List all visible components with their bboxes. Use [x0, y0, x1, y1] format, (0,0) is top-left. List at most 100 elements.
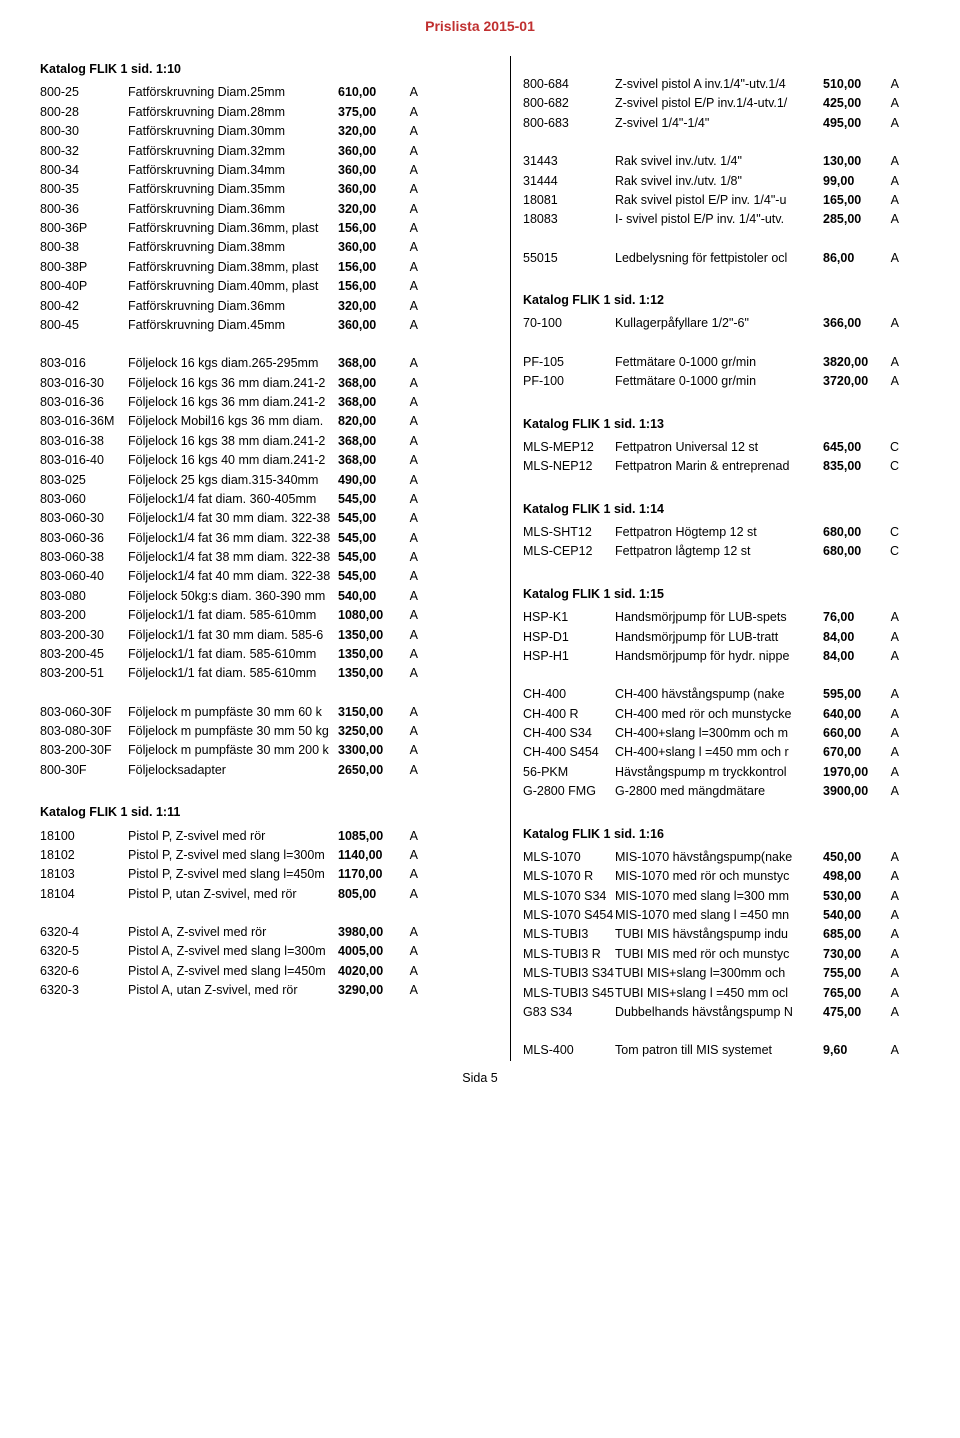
cell-desc: TUBI MIS hävstångspump indu	[615, 925, 823, 944]
cell-desc: CH-400 med rör och munstycke	[615, 705, 823, 724]
cell-unit: A	[398, 161, 418, 180]
cell-price: 510,00	[823, 75, 881, 94]
cell-price: 610,00	[338, 83, 398, 102]
table-row: 800-30Fatförskruvning Diam.30mm320,00A	[40, 122, 500, 141]
cell-unit: A	[881, 925, 899, 944]
cell-desc: Fatförskruvning Diam.28mm	[128, 103, 338, 122]
cell-desc: MIS-1070 med rör och munstyc	[615, 867, 823, 886]
table-row: MLS-1070 S454MIS-1070 med slang l =450 m…	[523, 906, 920, 925]
cell-price: 285,00	[823, 210, 881, 229]
row-gap	[523, 562, 920, 581]
cell-price: 3150,00	[338, 703, 398, 722]
cell-code: 18102	[40, 846, 128, 865]
cell-unit: A	[398, 393, 418, 412]
cell-code: 800-45	[40, 316, 128, 335]
cell-unit: A	[881, 763, 899, 782]
table-row: 803-016Följelock 16 kgs diam.265-295mm36…	[40, 354, 500, 373]
cell-desc: Följelock 50kg:s diam. 360-390 mm	[128, 587, 338, 606]
cell-code: CH-400 S454	[523, 743, 615, 762]
cell-unit: A	[881, 314, 899, 333]
cell-desc: CH-400+slang l=300mm och m	[615, 724, 823, 743]
cell-code: 18100	[40, 827, 128, 846]
cell-price: 4005,00	[338, 942, 398, 961]
cell-price: 490,00	[338, 471, 398, 490]
cell-unit: A	[881, 887, 899, 906]
cell-price: 156,00	[338, 258, 398, 277]
cell-price: 360,00	[338, 180, 398, 199]
table-row: 803-060-38Följelock1/4 fat 38 mm diam. 3…	[40, 548, 500, 567]
cell-desc: Pistol P, utan Z-svivel, med rör	[128, 885, 338, 904]
table-row: 803-060-36Följelock1/4 fat 36 mm diam. 3…	[40, 529, 500, 548]
cell-code: 800-36	[40, 200, 128, 219]
cell-unit: A	[881, 945, 899, 964]
table-row: 803-016-38Följelock 16 kgs 38 mm diam.24…	[40, 432, 500, 451]
cell-price: 368,00	[338, 393, 398, 412]
cell-unit: A	[398, 827, 418, 846]
cell-price: 3900,00	[823, 782, 881, 801]
cell-price: 450,00	[823, 848, 881, 867]
cell-price: 1970,00	[823, 763, 881, 782]
cell-code: 18103	[40, 865, 128, 884]
cell-desc: Handsmörjpump för hydr. nippe	[615, 647, 823, 666]
cell-desc: Följelock 16 kgs 40 mm diam.241-2	[128, 451, 338, 470]
cell-desc: Hävstångspump m tryckkontrol	[615, 763, 823, 782]
cell-unit: A	[881, 75, 899, 94]
cell-unit: A	[398, 83, 418, 102]
table-row: 800-684Z-svivel pistol A inv.1/4"-utv.1/…	[523, 75, 920, 94]
cell-desc: Följelock 25 kgs diam.315-340mm	[128, 471, 338, 490]
table-row: 803-016-36MFöljelock Mobil16 kgs 36 mm d…	[40, 412, 500, 431]
cell-price: 3300,00	[338, 741, 398, 760]
cell-unit: A	[881, 114, 899, 133]
cell-code: 800-36P	[40, 219, 128, 238]
cell-desc: Följelock1/4 fat 36 mm diam. 322-38	[128, 529, 338, 548]
cell-price: 165,00	[823, 191, 881, 210]
cell-unit: A	[398, 490, 418, 509]
cell-unit: A	[398, 626, 418, 645]
table-row: MLS-TUBI3 S34TUBI MIS+slang l=300mm och7…	[523, 964, 920, 983]
cell-code: MLS-NEP12	[523, 457, 615, 476]
cell-desc: Fatförskruvning Diam.45mm	[128, 316, 338, 335]
cell-price: 368,00	[338, 451, 398, 470]
row-gap	[40, 335, 500, 354]
cell-desc: Följelock 16 kgs diam.265-295mm	[128, 354, 338, 373]
cell-code: MLS-CEP12	[523, 542, 615, 561]
cell-desc: Följelock1/4 fat 38 mm diam. 322-38	[128, 548, 338, 567]
cell-desc: Pistol A, utan Z-svivel, med rör	[128, 981, 338, 1000]
cell-unit: A	[398, 180, 418, 199]
cell-unit: A	[881, 724, 899, 743]
cell-unit: A	[398, 432, 418, 451]
table-row: 803-060-40Följelock1/4 fat 40 mm diam. 3…	[40, 567, 500, 586]
cell-code: 6320-6	[40, 962, 128, 981]
cell-unit: A	[398, 471, 418, 490]
cell-desc: Följelock1/4 fat diam. 360-405mm	[128, 490, 338, 509]
cell-code: 803-016-38	[40, 432, 128, 451]
cell-desc: Följelock1/4 fat 30 mm diam. 322-38	[128, 509, 338, 528]
cell-desc: Fettmätare 0-1000 gr/min	[615, 353, 823, 372]
cell-unit: A	[398, 846, 418, 865]
cell-unit: A	[881, 964, 899, 983]
table-row: 803-060Följelock1/4 fat diam. 360-405mm5…	[40, 490, 500, 509]
cell-code: CH-400 S34	[523, 724, 615, 743]
cell-price: 156,00	[338, 277, 398, 296]
cell-code: 803-060-30F	[40, 703, 128, 722]
cell-unit: A	[881, 249, 899, 268]
cell-unit: A	[398, 374, 418, 393]
cell-price: 545,00	[338, 548, 398, 567]
cell-unit: A	[398, 645, 418, 664]
cell-unit: A	[881, 172, 899, 191]
table-row: HSP-H1Handsmörjpump för hydr. nippe84,00…	[523, 647, 920, 666]
cell-code: CH-400	[523, 685, 615, 704]
table-row: 800-36PFatförskruvning Diam.36mm, plast1…	[40, 219, 500, 238]
cell-unit: A	[398, 722, 418, 741]
page-footer: Sida 5	[40, 1071, 920, 1085]
cell-unit: A	[881, 647, 899, 666]
table-row: 803-200Följelock1/1 fat diam. 585-610mm1…	[40, 606, 500, 625]
table-row: 6320-5Pistol A, Z-svivel med slang l=300…	[40, 942, 500, 961]
cell-price: 84,00	[823, 628, 881, 647]
cell-desc: Följelock1/1 fat diam. 585-610mm	[128, 606, 338, 625]
cell-price: 540,00	[823, 906, 881, 925]
cell-code: 800-32	[40, 142, 128, 161]
cell-desc: Följelock1/1 fat diam. 585-610mm	[128, 645, 338, 664]
table-row: 803-025Följelock 25 kgs diam.315-340mm49…	[40, 471, 500, 490]
cell-desc: Pistol A, Z-svivel med slang l=300m	[128, 942, 338, 961]
